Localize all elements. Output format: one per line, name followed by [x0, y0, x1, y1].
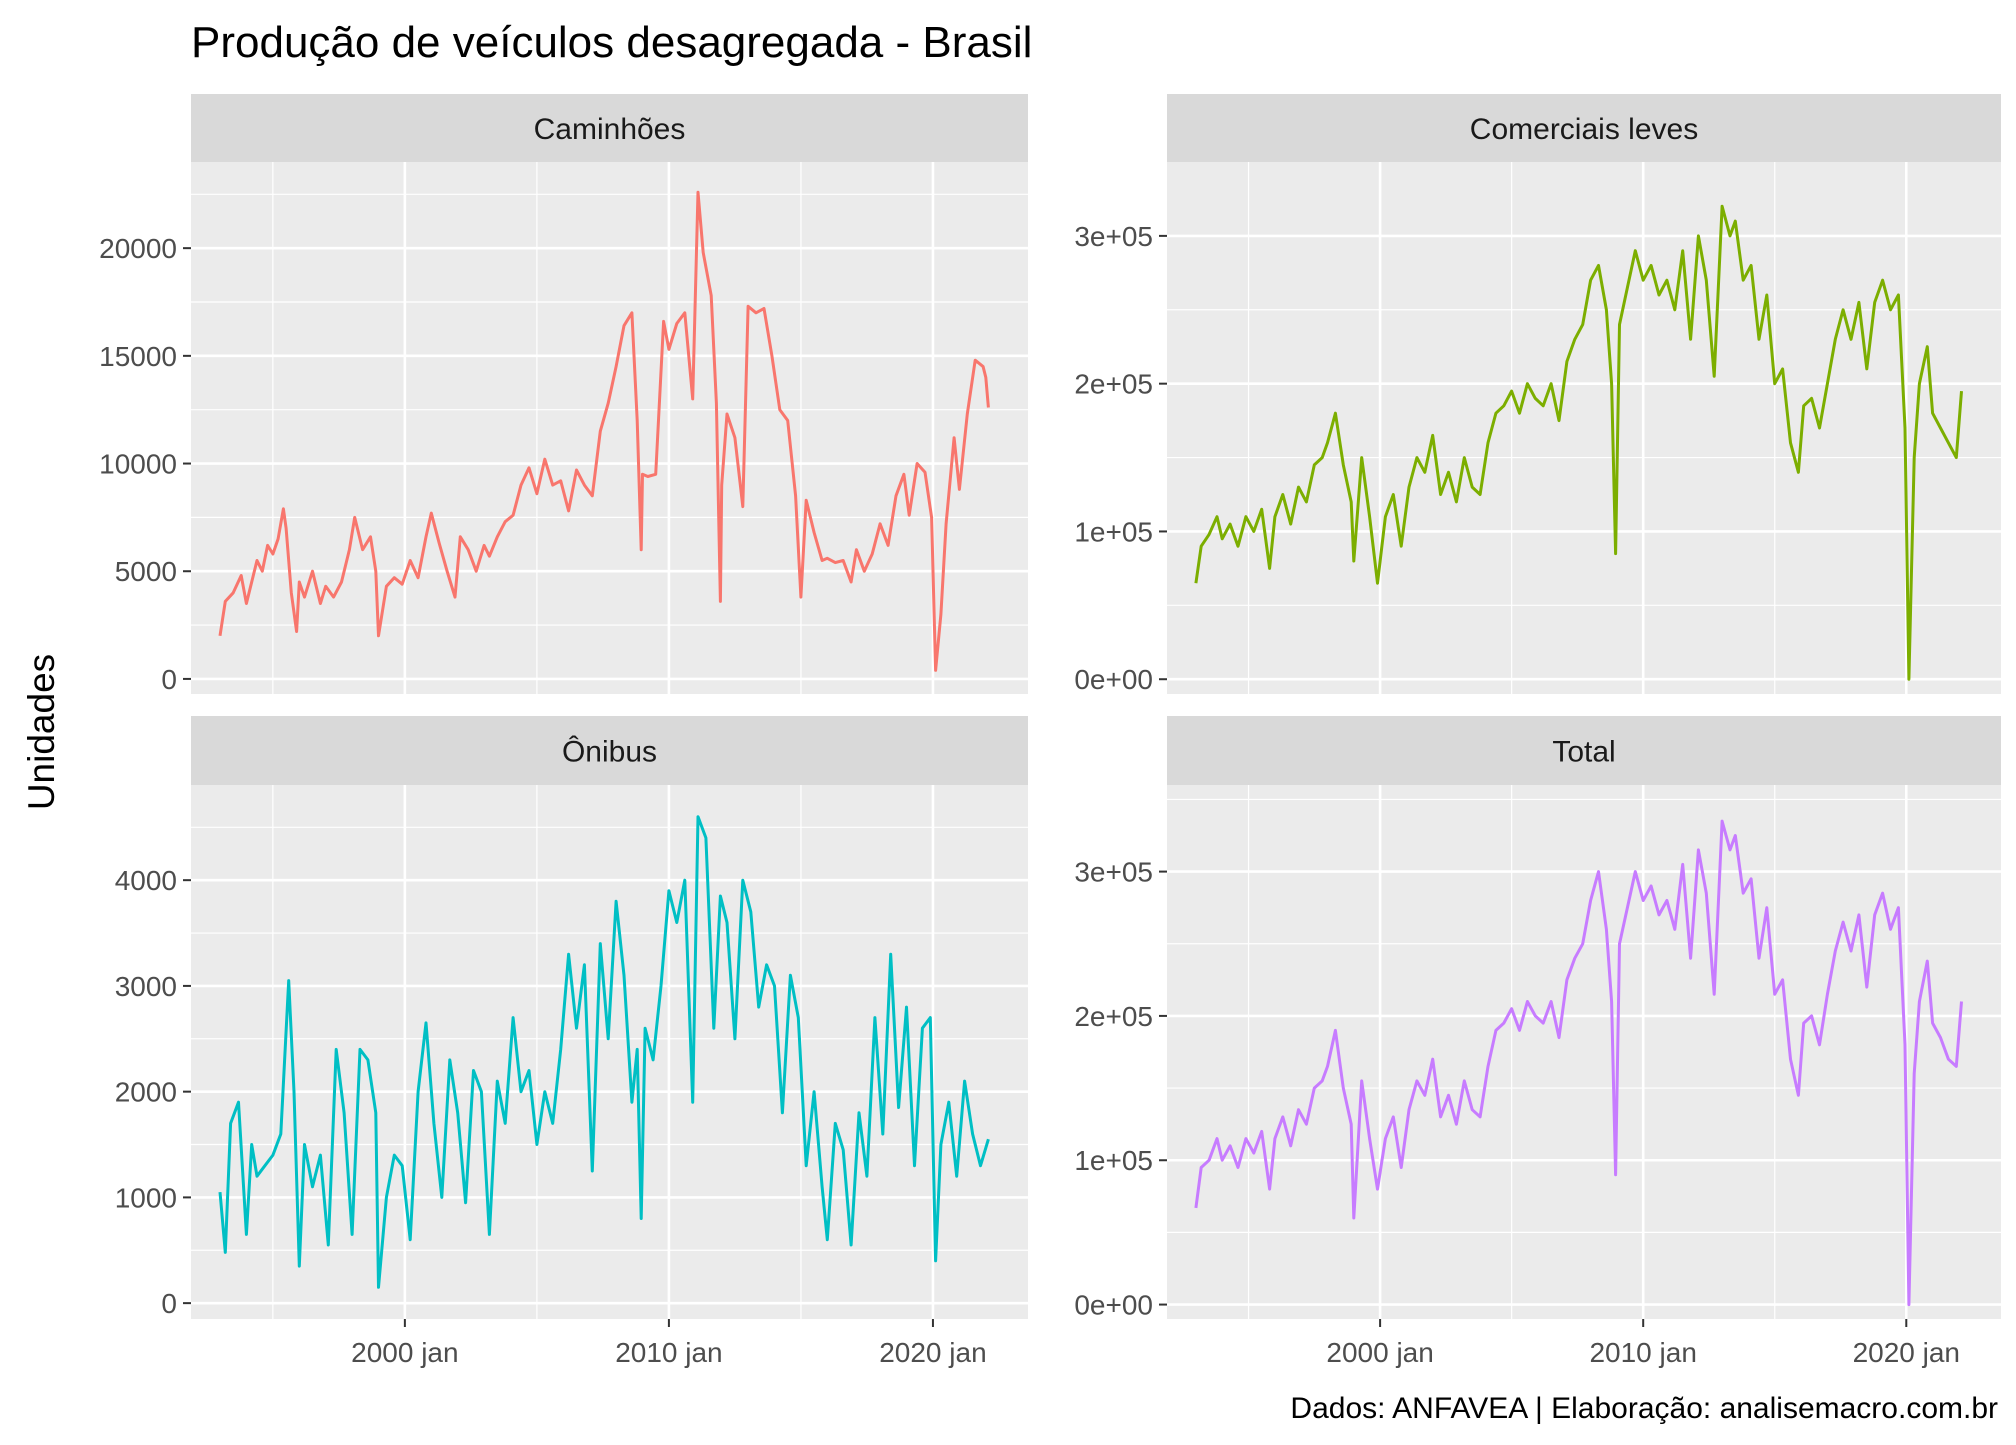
x-tick-label: 2020 jan	[1853, 1337, 1960, 1368]
y-tick-label: 3000	[115, 971, 177, 1002]
facet-strip-label: Caminhões	[534, 113, 686, 146]
series-line	[218, 815, 990, 1289]
y-tick-label: 0e+00	[1074, 664, 1153, 695]
facet-strip	[191, 716, 1028, 785]
series-line	[218, 190, 990, 672]
facet-panel: Total 0e+00 1e+05 2e+05 3e+05 2000 jan 2010 ja…	[1074, 716, 2001, 1368]
y-tick-label: 2e+05	[1074, 1001, 1153, 1032]
facet-panel: Ônibus 0 1000 2000 3000 4000 2000 jan 2010 jan 2…	[115, 716, 1028, 1368]
y-tick-label: 1e+05	[1074, 1145, 1153, 1176]
facet-panel: Comerciais leves 0e+00 1e+05 2e+05 3e+05	[1074, 94, 2001, 695]
facet-strip	[191, 94, 1028, 162]
y-tick-label: 5000	[115, 556, 177, 587]
x-tick-label: 2000 jan	[351, 1337, 458, 1368]
plot-panel	[191, 162, 1028, 694]
y-tick-label: 3e+05	[1074, 221, 1153, 252]
facet-strip-label: Ônibus	[562, 735, 657, 769]
y-tick-label: 1000	[115, 1182, 177, 1213]
chart-title: Produção de veículos desagregada - Brasi…	[191, 18, 1032, 67]
x-tick-label: 2010 jan	[615, 1337, 722, 1368]
x-tick-label: 2010 jan	[1589, 1337, 1696, 1368]
plot-panel	[1167, 785, 2001, 1319]
y-tick-label: 3e+05	[1074, 857, 1153, 888]
caption: Dados: ANFAVEA | Elaboração: analisemacr…	[1290, 1392, 1998, 1425]
y-tick-label: 0e+00	[1074, 1290, 1153, 1321]
facet-strip-label: Total	[1552, 736, 1615, 769]
y-axis-label: Unidades	[21, 654, 62, 810]
y-tick-label: 15000	[99, 341, 177, 372]
y-tick-label: 0	[161, 664, 177, 695]
facet-strip-label: Comerciais leves	[1470, 113, 1698, 146]
plot-panel	[1167, 162, 2001, 694]
y-tick-label: 0	[161, 1288, 177, 1319]
x-tick-label: 2000 jan	[1326, 1337, 1433, 1368]
facet-strip	[1167, 716, 2001, 785]
y-tick-label: 10000	[99, 449, 177, 480]
facet-panel: Caminhões 0 5000 10000 15000 20000	[99, 94, 1028, 695]
y-tick-label: 2000	[115, 1077, 177, 1108]
plot-panel	[191, 785, 1028, 1319]
y-tick-label: 4000	[115, 865, 177, 896]
facet-strip	[1167, 94, 2001, 162]
facet-panels: Caminhões05000100001500020000Comerciais …	[99, 94, 2001, 1368]
y-tick-label: 2e+05	[1074, 369, 1153, 400]
series-line	[1194, 204, 1963, 681]
y-tick-label: 20000	[99, 233, 177, 264]
x-tick-label: 2020 jan	[879, 1337, 986, 1368]
y-tick-label: 1e+05	[1074, 516, 1153, 547]
series-line	[1194, 819, 1963, 1307]
